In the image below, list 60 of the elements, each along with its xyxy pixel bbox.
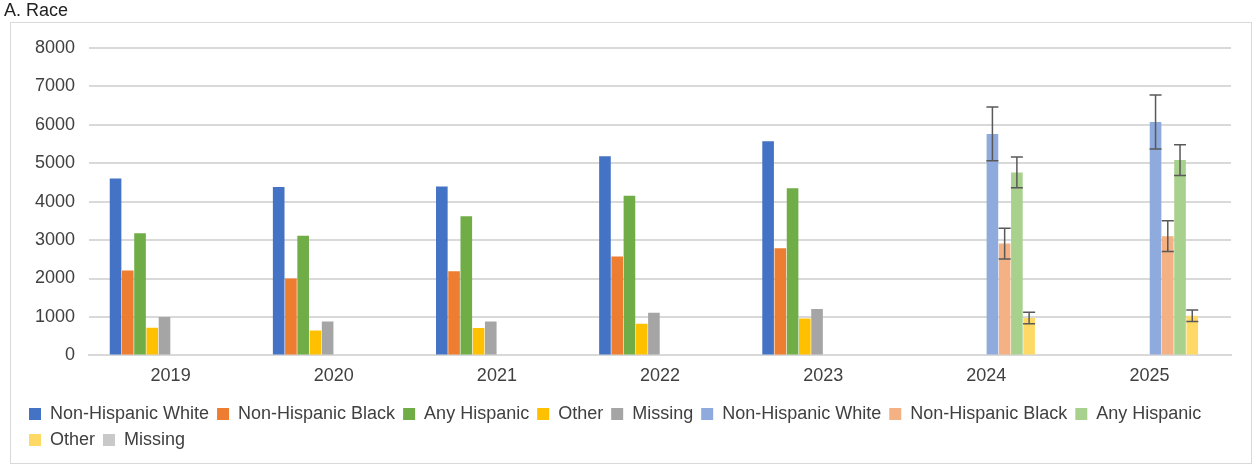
bar bbox=[472, 328, 485, 355]
bar bbox=[774, 248, 787, 355]
x-tick-label: 2024 bbox=[966, 365, 1007, 386]
y-tick-label: 3000 bbox=[35, 229, 76, 250]
bar bbox=[121, 270, 134, 355]
x-tick-label: 2021 bbox=[476, 365, 517, 386]
bar bbox=[798, 318, 811, 355]
bar bbox=[460, 216, 473, 355]
x-tick-label: 2025 bbox=[1129, 365, 1170, 386]
legend-label: Non-Hispanic White bbox=[50, 402, 210, 423]
y-tick-label: 5000 bbox=[35, 152, 76, 173]
bar bbox=[309, 330, 322, 355]
y-tick-label: 4000 bbox=[35, 190, 76, 211]
y-tick-label: 6000 bbox=[35, 113, 76, 134]
legend-label: Any Hispanic bbox=[424, 402, 530, 423]
y-tick-label: 2000 bbox=[35, 267, 76, 288]
bar bbox=[134, 233, 146, 355]
bar bbox=[1174, 160, 1186, 355]
bar bbox=[762, 141, 774, 355]
bar bbox=[146, 327, 159, 355]
bar bbox=[1161, 236, 1174, 355]
y-tick-label: 7000 bbox=[35, 75, 76, 96]
legend-label: Other bbox=[558, 402, 604, 423]
legend-label: Non-Hispanic White bbox=[722, 402, 882, 423]
bar bbox=[321, 321, 334, 355]
y-tick-label: 8000 bbox=[35, 36, 76, 57]
legend-label: Other bbox=[50, 428, 96, 449]
bar bbox=[1186, 315, 1199, 355]
legend-label: Missing bbox=[124, 428, 186, 449]
bar bbox=[998, 243, 1011, 355]
x-tick-label: 2019 bbox=[150, 365, 191, 386]
bar bbox=[158, 316, 171, 355]
y-tick-label: 1000 bbox=[35, 305, 76, 326]
legend-label: Any Hispanic bbox=[1096, 402, 1202, 423]
legend-label: Missing bbox=[632, 402, 694, 423]
bar bbox=[436, 186, 448, 355]
bar bbox=[1023, 318, 1035, 355]
bar bbox=[272, 186, 285, 355]
x-tick-label: 2023 bbox=[803, 365, 844, 386]
bar bbox=[986, 133, 999, 355]
bar bbox=[448, 271, 460, 355]
bar bbox=[285, 278, 297, 355]
bar bbox=[1011, 172, 1023, 355]
chart-title: A. Race bbox=[4, 0, 69, 21]
bar bbox=[599, 156, 611, 355]
bar bbox=[786, 188, 799, 355]
legend-label: Non-Hispanic Black bbox=[238, 402, 397, 423]
bar bbox=[109, 178, 122, 355]
x-tick-label: 2022 bbox=[640, 365, 681, 386]
bar bbox=[623, 195, 636, 355]
legend-label: Non-Hispanic Black bbox=[910, 402, 1069, 423]
bar bbox=[648, 312, 660, 355]
bar bbox=[484, 321, 497, 355]
bar bbox=[635, 323, 648, 355]
y-tick-label: 0 bbox=[65, 344, 76, 365]
bar bbox=[1149, 122, 1162, 355]
x-tick-label: 2020 bbox=[313, 365, 354, 386]
bar bbox=[811, 308, 823, 355]
bar bbox=[297, 235, 309, 355]
bar bbox=[611, 256, 624, 355]
